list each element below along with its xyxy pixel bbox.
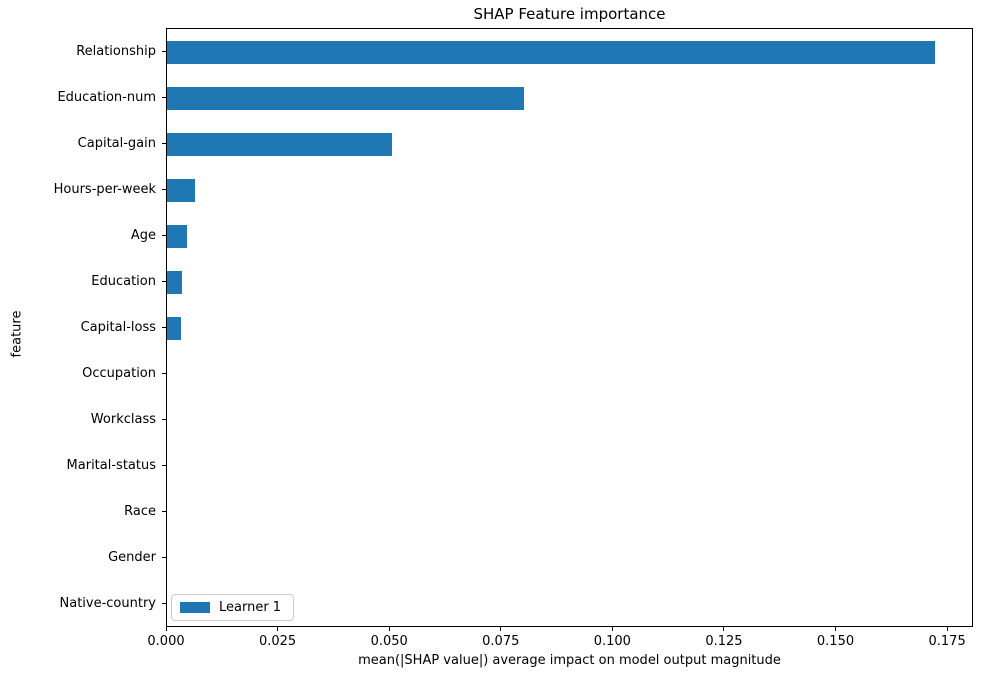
y-tick-mark (162, 603, 166, 605)
x-tick-mark (388, 627, 390, 631)
x-axis-label: mean(|SHAP value|) average impact on mod… (358, 653, 781, 668)
x-tick-label-0.175: 0.175 (928, 634, 966, 649)
y-tick-mark (162, 50, 166, 52)
y-tick-label-occupation: Occupation (82, 366, 156, 382)
legend-label: Learner 1 (219, 600, 282, 615)
y-tick-mark (162, 511, 166, 513)
plot-area (166, 28, 973, 627)
x-tick-mark (611, 627, 613, 631)
bar-age (167, 224, 188, 248)
x-tick-label-0.100: 0.100 (593, 634, 631, 649)
chart-title: SHAP Feature importance (473, 5, 666, 23)
y-tick-mark (162, 142, 166, 144)
y-tick-mark (162, 280, 166, 282)
x-tick-mark (723, 627, 725, 631)
bar-education (167, 270, 183, 294)
bars-layer (167, 29, 972, 626)
y-tick-label-capital-gain: Capital-gain (77, 135, 156, 151)
x-tick-label-0.075: 0.075 (482, 634, 520, 649)
x-tick-label-0.125: 0.125 (705, 634, 743, 649)
y-tick-label-native-country: Native-country (59, 596, 157, 612)
y-tick-label-workclass: Workclass (90, 412, 156, 428)
bar-education-num (167, 86, 525, 110)
bar-hours-per-week (167, 178, 195, 202)
x-tick-mark (500, 627, 502, 631)
y-tick-label-age: Age (130, 227, 156, 243)
x-tick-label-0.150: 0.150 (816, 634, 855, 649)
x-tick-mark (835, 627, 837, 631)
legend-swatch-icon (180, 602, 210, 613)
y-tick-mark (162, 234, 166, 236)
y-tick-label-capital-loss: Capital-loss (80, 320, 156, 335)
y-tick-label-education: Education (91, 273, 156, 289)
x-tick-label-0.050: 0.050 (370, 634, 408, 649)
y-tick-label-race: Race (124, 504, 156, 520)
x-tick-label-0.025: 0.025 (258, 634, 297, 649)
y-tick-label-hours-per-week: Hours-per-week (53, 181, 156, 197)
y-tick-mark (162, 373, 166, 375)
y-tick-mark (162, 188, 166, 190)
y-tick-mark (162, 465, 166, 467)
y-tick-mark (162, 419, 166, 421)
x-tick-mark (165, 627, 167, 631)
x-tick-mark (946, 627, 948, 631)
bar-capital-gain (167, 132, 393, 156)
legend: Learner 1 (171, 594, 295, 621)
y-tick-label-relationship: Relationship (76, 43, 156, 59)
y-tick-label-marital-status: Marital-status (66, 458, 156, 474)
y-tick-mark (162, 96, 166, 98)
bar-capital-loss (167, 317, 181, 340)
x-tick-label-0.000: 0.000 (147, 634, 185, 649)
y-tick-label-gender: Gender (108, 550, 156, 566)
y-tick-mark (162, 327, 166, 328)
bar-relationship (167, 40, 935, 64)
y-tick-mark (162, 557, 166, 559)
x-tick-mark (277, 627, 279, 631)
y-tick-label-education-num: Education-num (57, 89, 156, 105)
